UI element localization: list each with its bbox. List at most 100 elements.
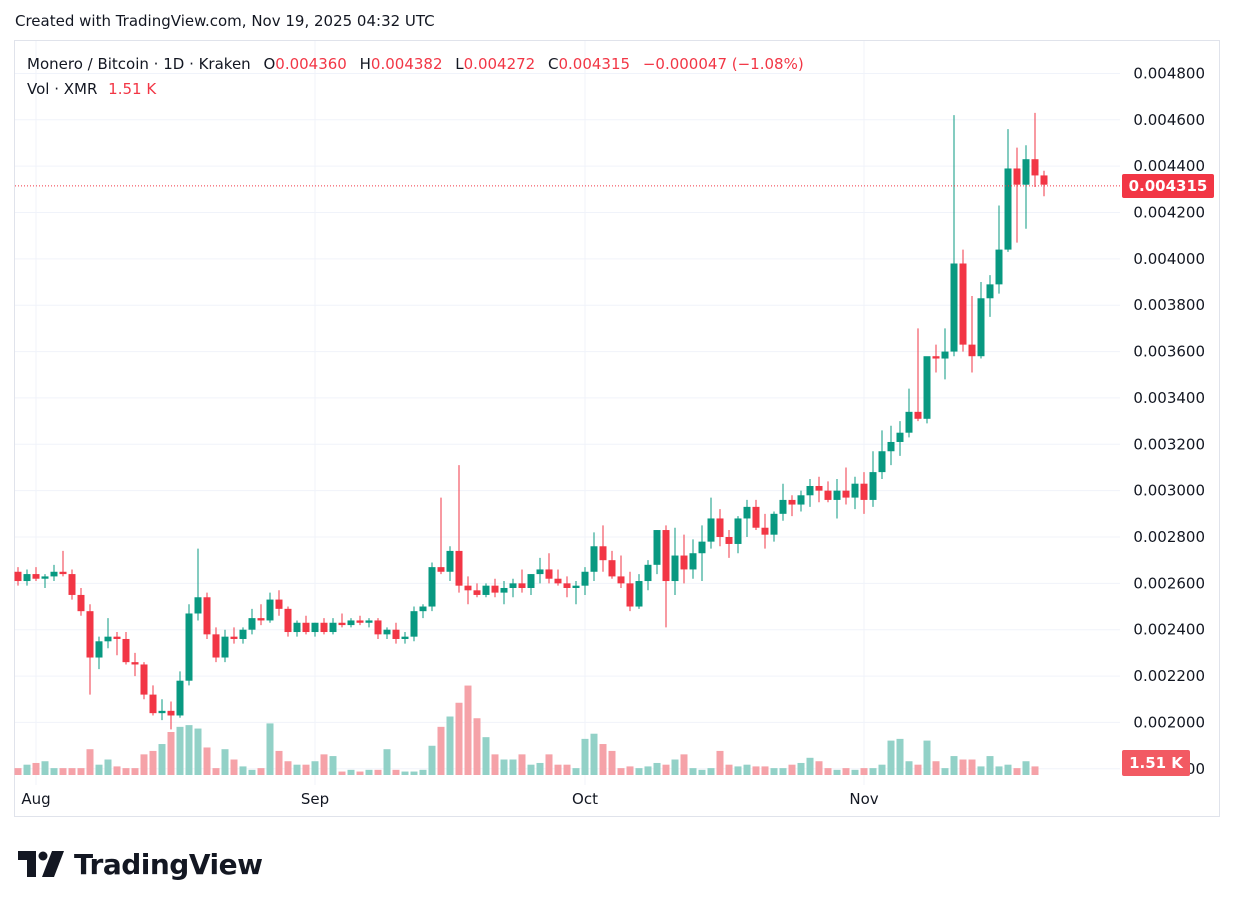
symbol-title[interactable]: Monero / Bitcoin · 1D · Kraken (27, 55, 251, 73)
open-label: O (263, 55, 276, 73)
volume-bar (599, 744, 607, 775)
candle-body (437, 567, 445, 572)
candle-body (905, 411, 913, 433)
candle-body (221, 636, 229, 658)
candle-body (752, 506, 760, 528)
candle-body (347, 620, 355, 626)
candle-body (23, 574, 31, 582)
candle-body (725, 537, 733, 544)
volume-bar (473, 718, 481, 775)
volume-bar (77, 768, 85, 775)
candle-body (860, 483, 868, 500)
candle-body (329, 622, 337, 633)
volume-bar (662, 764, 670, 775)
candle-body (833, 490, 841, 500)
candle-body (77, 594, 85, 612)
volume-bar (545, 754, 553, 775)
volume-bar (131, 768, 139, 775)
volume-bar (32, 762, 40, 775)
volume-bar (581, 738, 589, 775)
candle-body (635, 581, 643, 607)
volume-bar (644, 766, 652, 775)
volume-bar (869, 768, 877, 775)
close-value: 0.004315 (558, 55, 631, 73)
volume-bar (428, 745, 436, 775)
candle-body (716, 518, 724, 537)
volume-bar (914, 764, 922, 775)
candle-body (374, 620, 382, 635)
candle-body (734, 518, 742, 544)
volume-bar (293, 764, 301, 775)
candle-body (302, 622, 310, 633)
volume-bar (239, 766, 247, 775)
volume-bar (257, 768, 265, 775)
candle-body (680, 555, 688, 570)
candle-body (851, 483, 859, 498)
candle-body (644, 564, 652, 582)
volume-bar (446, 716, 454, 775)
volume-bar (761, 766, 769, 775)
candle-body (1013, 168, 1021, 185)
volume-bar (275, 750, 283, 775)
candle-body (995, 249, 1003, 285)
candle-body (428, 567, 436, 607)
candle-body (959, 263, 967, 345)
candle-body (824, 490, 832, 500)
volume-bar (896, 738, 904, 775)
volume-bar (230, 759, 238, 775)
volume-row: Vol · XMR 1.51 K (27, 79, 804, 104)
tradingview-logo[interactable]: TradingView (18, 846, 263, 882)
y-tick-label: 0.002200 (1133, 667, 1205, 685)
candle-body (842, 490, 850, 498)
volume-bar (392, 769, 400, 775)
candle-body (392, 629, 400, 639)
volume-bar (1022, 761, 1030, 775)
candle-body (455, 550, 463, 586)
y-tick-label: 0.003200 (1133, 435, 1205, 453)
candle-body (1004, 168, 1012, 250)
candle-body (527, 574, 535, 588)
y-tick-label: 0.002800 (1133, 528, 1205, 546)
candle-body (284, 608, 292, 633)
volume-bar (464, 685, 472, 775)
candle-body (671, 555, 679, 582)
candle-body (401, 636, 409, 639)
candle-body (743, 506, 751, 519)
volume-bar (95, 764, 103, 775)
candle-body (662, 530, 670, 582)
volume-label[interactable]: Vol · XMR (27, 80, 98, 98)
volume-bar (365, 769, 373, 775)
volume-bar (797, 762, 805, 775)
chart-frame (14, 40, 1220, 817)
candle-body (599, 546, 607, 561)
x-tick-label: Nov (849, 790, 878, 808)
volume-bar (437, 726, 445, 775)
x-tick-label: Aug (21, 790, 50, 808)
volume-bar (563, 764, 571, 775)
y-tick-label: 0.004000 (1133, 250, 1205, 268)
volume-bar (1013, 768, 1021, 775)
x-tick-label: Sep (301, 790, 329, 808)
candle-body (68, 574, 76, 595)
volume-bar (383, 749, 391, 775)
volume-bar (806, 757, 814, 775)
candle-body (491, 585, 499, 593)
candle-body (572, 585, 580, 588)
ohlc-row: Monero / Bitcoin · 1D · Kraken O0.004360… (27, 54, 804, 79)
candle-body (419, 606, 427, 612)
x-tick-label: Oct (572, 790, 598, 808)
volume-bar (401, 771, 409, 775)
y-tick-label: 0.003000 (1133, 482, 1205, 500)
candle-body (788, 499, 796, 505)
volume-bar (410, 771, 418, 775)
candle-body (122, 638, 130, 663)
volume-bar (572, 768, 580, 775)
y-tick-label: 0.002000 (1133, 713, 1205, 731)
candle-body (779, 499, 787, 514)
candle-body (518, 583, 526, 588)
volume-bar (959, 759, 967, 775)
candle-body (239, 629, 247, 639)
volume-bar (419, 769, 427, 775)
volume-bar (203, 747, 211, 775)
